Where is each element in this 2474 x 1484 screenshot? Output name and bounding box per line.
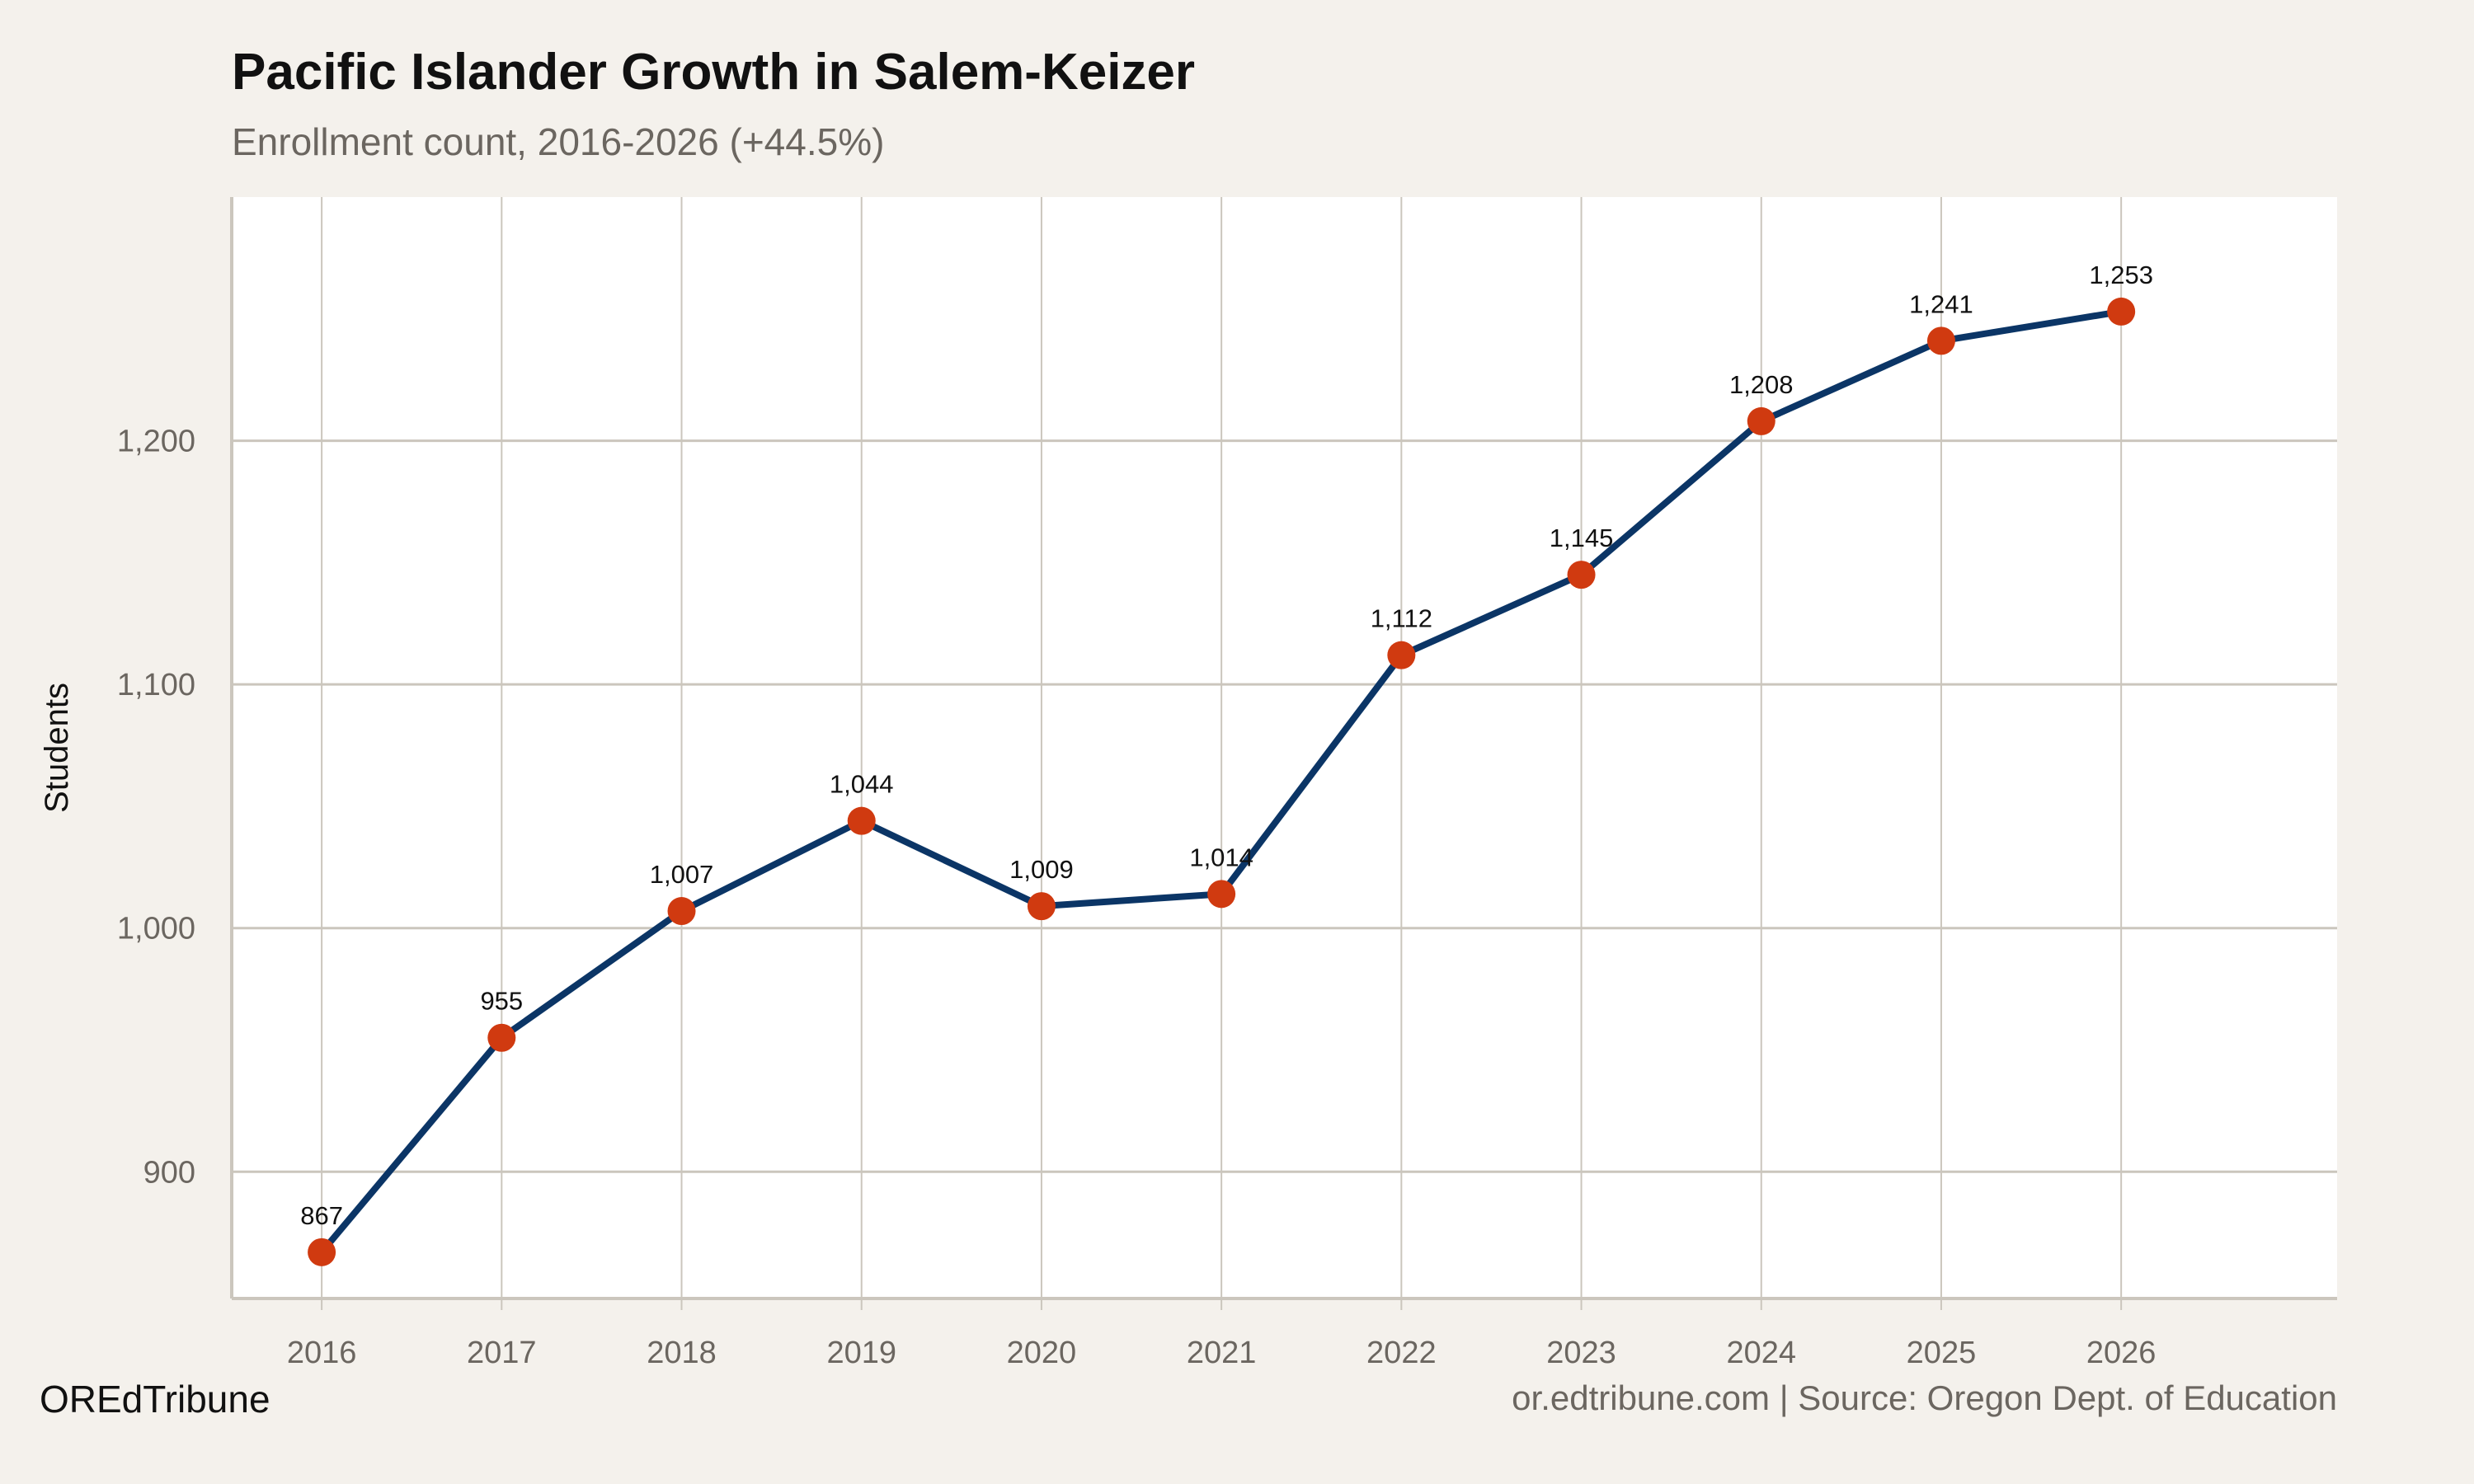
x-tick-label: 2019 (826, 1336, 896, 1370)
data-label: 1,145 (1550, 524, 1614, 552)
y-tick-label: 1,200 (117, 425, 195, 459)
data-point (1387, 641, 1416, 669)
y-tick-label: 1,000 (117, 912, 195, 946)
data-label: 955 (480, 987, 523, 1016)
data-label: 1,007 (650, 860, 714, 889)
data-point (1926, 326, 1955, 355)
x-tick-label: 2023 (1546, 1336, 1616, 1370)
brand-logo-text: OREdTribune (40, 1378, 270, 1421)
data-point (487, 1023, 516, 1052)
data-label: 1,241 (1909, 289, 1973, 318)
data-label: 1,253 (2089, 261, 2153, 289)
x-tick-label: 2024 (1726, 1336, 1796, 1370)
data-point (308, 1237, 336, 1266)
data-label: 1,044 (830, 770, 894, 799)
x-tick-label: 2016 (287, 1336, 357, 1370)
data-point (1747, 406, 1776, 435)
data-label: 1,208 (1729, 370, 1794, 399)
y-axis-title: Students (39, 683, 75, 813)
y-tick-label: 1,100 (117, 668, 195, 702)
data-point (667, 897, 696, 926)
plot-panel (232, 197, 2337, 1298)
x-tick-label: 2026 (2086, 1336, 2157, 1370)
x-tick-label: 2018 (647, 1336, 717, 1370)
data-point (1567, 561, 1596, 589)
chart-subtitle: Enrollment count, 2016-2026 (+44.5%) (232, 120, 884, 163)
x-tick-label: 2021 (1187, 1336, 1257, 1370)
x-tick-label: 2022 (1366, 1336, 1437, 1370)
y-tick-label: 900 (143, 1155, 195, 1190)
chart-title: Pacific Islander Growth in Salem-Keizer (232, 44, 1195, 101)
data-point (847, 806, 876, 835)
x-tick-label: 2017 (467, 1336, 537, 1370)
data-label: 1,009 (1009, 855, 1074, 884)
x-tick-label: 2025 (1907, 1336, 1977, 1370)
source-credit: or.edtribune.com | Source: Oregon Dept. … (1512, 1378, 2337, 1417)
data-label: 1,014 (1189, 843, 1253, 871)
data-point (2107, 297, 2136, 326)
x-tick-label: 2020 (1007, 1336, 1077, 1370)
data-point (1207, 880, 1236, 909)
data-point (1027, 892, 1056, 921)
data-label: 1,112 (1371, 604, 1432, 633)
data-label: 867 (300, 1201, 343, 1230)
